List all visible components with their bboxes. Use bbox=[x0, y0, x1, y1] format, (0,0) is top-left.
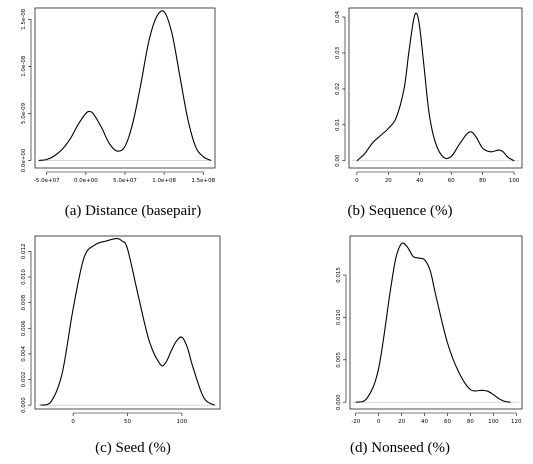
chart-d-x-tick-label: 20 bbox=[398, 419, 405, 425]
chart-c-density-line bbox=[40, 238, 215, 406]
chart-a-y-tick-label: 1.0e-08 bbox=[21, 55, 27, 77]
chart-d-x-tick-label: 0 bbox=[377, 419, 381, 425]
chart-b-y-tick-label: 0.04 bbox=[335, 10, 341, 23]
chart-a-x-tick-label: 0.0e+00 bbox=[74, 178, 98, 184]
chart-a-y-tick-label: 1.5e-08 bbox=[21, 8, 27, 30]
chart-b-x-tick-label: 60 bbox=[448, 178, 455, 184]
chart-a-y-tick-label: 0.0e+00 bbox=[21, 148, 27, 172]
chart-d-y-tick-label: 0.005 bbox=[336, 351, 342, 367]
chart-c-y-tick-label: 0.002 bbox=[21, 372, 27, 388]
chart-b: 0 20 40 60 80 100 0.00 0.01 0.02 0.03 0.04 (b) Seq… bbox=[267, 0, 533, 232]
chart-a-x-tick-label: -5.0e+07 bbox=[34, 178, 60, 184]
chart-c-y-tick-label: 0.000 bbox=[21, 397, 27, 413]
chart-b-x-tick-label: 100 bbox=[509, 178, 520, 184]
chart-d-x-tick-label: 40 bbox=[421, 419, 428, 425]
chart-c-y-tick-label: 0.008 bbox=[21, 294, 27, 310]
chart-c-svg: 0 50 100 0.000 0.002 0.004 0.006 0.008 0.010 0.01… bbox=[21, 235, 221, 425]
chart-c-y-tick-label: 0.010 bbox=[21, 269, 27, 285]
chart-a-svg: -5.0e+07 0.0e+00 5.0e+07 1.0e+08 1.5e+08 0.0e… bbox=[21, 7, 216, 184]
chart-b-density-line bbox=[356, 12, 515, 162]
chart-d-y-tick-label: 0.015 bbox=[336, 267, 342, 283]
chart-a-x-tick-label: 5.0e+07 bbox=[113, 178, 137, 184]
chart-d-svg: -20 0 20 40 60 80 100 120 0.000 0.005 0.010 0.015 bbox=[336, 235, 523, 425]
chart-c-y-tick-label: 0.006 bbox=[21, 320, 27, 336]
chart-d-y-tick-label: 0.010 bbox=[336, 309, 342, 325]
chart-c-x-tick-label: 0 bbox=[71, 419, 75, 425]
chart-b-x-tick-label: 80 bbox=[479, 178, 486, 184]
chart-b-svg: 0 20 40 60 80 100 0.00 0.01 0.02 0.03 0.04 bbox=[335, 7, 523, 184]
chart-d-x-tick-label: 60 bbox=[444, 419, 451, 425]
chart-b-y-tick-label: 0.03 bbox=[335, 46, 341, 59]
chart-b-x-tick-label: 20 bbox=[385, 178, 392, 184]
chart-a: -5.0e+07 0.0e+00 5.0e+07 1.0e+08 1.5e+08 0.0e… bbox=[0, 0, 266, 232]
chart-c-x-tick-label: 50 bbox=[124, 419, 131, 425]
chart-a-x-tick-label: 1.5e+08 bbox=[191, 178, 215, 184]
chart-a-density-line bbox=[38, 10, 212, 162]
chart-b-x-tick-label: 0 bbox=[355, 178, 359, 184]
chart-c-frame bbox=[34, 235, 221, 410]
chart-a-caption: (a) Distance (basepair) bbox=[64, 203, 202, 219]
chart-d-y-tick-label: 0.000 bbox=[336, 394, 342, 410]
chart-d-x-tick-label: 80 bbox=[467, 419, 474, 425]
chart-d-frame bbox=[349, 235, 523, 410]
chart-a-x-tick-label: 1.0e+08 bbox=[152, 178, 176, 184]
chart-d-x-tick-label: -20 bbox=[351, 419, 360, 425]
chart-b-caption: (b) Sequence (%) bbox=[347, 203, 453, 219]
chart-d-caption: (d) Nonseed (%) bbox=[350, 440, 450, 456]
chart-b-y-tick-label: 0.00 bbox=[335, 154, 341, 167]
chart-b-frame bbox=[348, 7, 523, 169]
chart-b-x-tick-label: 40 bbox=[416, 178, 423, 184]
chart-a-y-tick-label: 5.0e-09 bbox=[21, 102, 27, 124]
chart-c-y-tick-label: 0.004 bbox=[21, 346, 27, 362]
chart-a-frame bbox=[34, 7, 216, 169]
chart-b-y-tick-label: 0.02 bbox=[335, 83, 341, 95]
chart-c-caption: (c) Seed (%) bbox=[95, 440, 171, 456]
chart-c-y-tick-label: 0.012 bbox=[21, 244, 27, 260]
chart-c-x-tick-label: 100 bbox=[177, 419, 188, 425]
chart-d-x-tick-label: 120 bbox=[511, 419, 522, 425]
chart-d-x-tick-label: 100 bbox=[488, 419, 499, 425]
chart-d-density-line bbox=[355, 242, 511, 403]
chart-b-y-tick-label: 0.01 bbox=[335, 119, 341, 131]
chart-c: 0 50 100 0.000 0.002 0.004 0.006 0.008 0.010 0.01… bbox=[0, 232, 266, 464]
chart-d: -20 0 20 40 60 80 100 120 0.000 0.005 0.010 0.015 (… bbox=[267, 232, 533, 464]
